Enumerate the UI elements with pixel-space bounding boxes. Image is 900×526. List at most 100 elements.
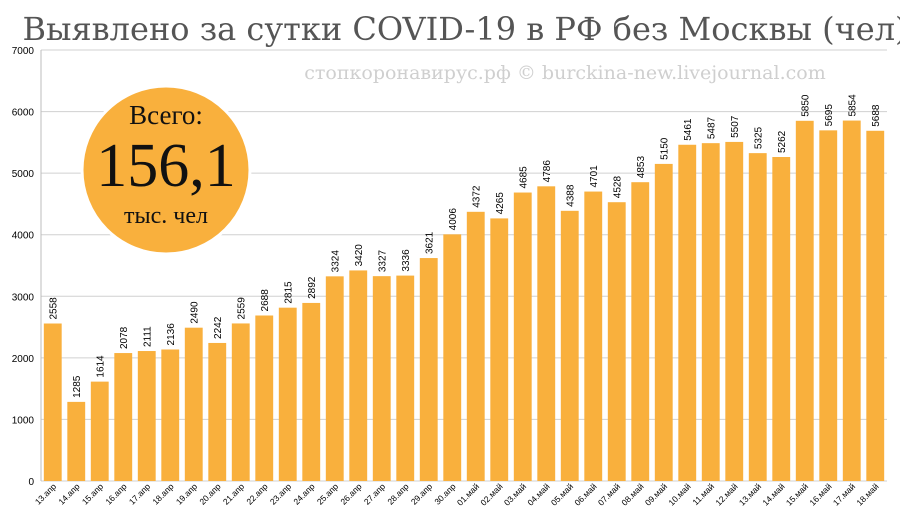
bar xyxy=(302,302,321,481)
y-tick-label: 6000 xyxy=(12,108,35,119)
data-label: 3324 xyxy=(331,250,342,273)
x-tick-label: 04.май xyxy=(525,481,551,507)
bar xyxy=(419,258,438,481)
y-tick-label: 1000 xyxy=(12,415,35,426)
y-tick-label: 4000 xyxy=(12,231,35,242)
bar xyxy=(161,349,180,481)
bar xyxy=(725,141,744,481)
data-label: 5850 xyxy=(801,94,812,117)
x-tick-label: 07.май xyxy=(596,481,622,507)
bar xyxy=(67,401,86,481)
y-tick-label: 5000 xyxy=(12,169,35,180)
data-label: 2111 xyxy=(143,326,154,347)
watermark-text: стопкоронавирус.рф © burckina-new.livejo… xyxy=(304,62,825,84)
bar xyxy=(866,130,885,481)
bar xyxy=(231,323,250,481)
total-badge-circle xyxy=(80,84,252,256)
x-tick-label: 13.май xyxy=(737,481,763,507)
bar xyxy=(654,163,673,481)
data-label: 5507 xyxy=(730,115,741,138)
bar xyxy=(537,186,556,481)
data-label: 2815 xyxy=(284,281,295,304)
data-label: 2490 xyxy=(190,301,201,324)
y-tick-label: 3000 xyxy=(12,292,35,303)
x-tick-label: 20.апр xyxy=(197,481,223,507)
x-tick-label: 21.апр xyxy=(221,481,247,507)
x-tick-label: 14.апр xyxy=(56,481,82,507)
data-label: 5262 xyxy=(777,130,788,153)
data-label: 3420 xyxy=(354,244,365,267)
bar xyxy=(748,153,767,481)
x-tick-label: 08.май xyxy=(619,481,645,507)
x-tick-label: 14.май xyxy=(760,481,786,507)
bar xyxy=(325,276,344,481)
x-tick-label: 12.май xyxy=(713,481,739,507)
x-tick-label: 18.май xyxy=(854,481,880,507)
x-tick-label: 01.май xyxy=(455,481,481,507)
data-label: 3336 xyxy=(401,249,412,272)
x-tick-label: 05.май xyxy=(549,481,575,507)
x-tick-label: 17.апр xyxy=(127,481,153,507)
data-label: 5325 xyxy=(754,126,765,149)
data-label: 2558 xyxy=(49,297,60,320)
x-tick-label: 23.апр xyxy=(268,481,294,507)
x-tick-label: 16.апр xyxy=(103,481,129,507)
x-tick-label: 15.апр xyxy=(80,481,106,507)
bar xyxy=(513,192,532,482)
bar xyxy=(396,275,415,481)
x-tick-label: 15.май xyxy=(784,481,810,507)
data-label: 4372 xyxy=(472,185,483,208)
bar xyxy=(278,307,297,481)
data-label: 4528 xyxy=(613,176,624,199)
bar xyxy=(184,327,203,481)
bar xyxy=(701,143,720,481)
bar xyxy=(466,211,485,482)
bar xyxy=(584,191,603,481)
bar xyxy=(208,342,227,481)
data-label: 5487 xyxy=(707,116,718,139)
total-badge: Всего: 156,1 тыс. чел xyxy=(80,84,252,256)
data-label: 5688 xyxy=(871,104,882,127)
y-tick-label: 7000 xyxy=(12,46,35,57)
data-label: 4853 xyxy=(636,156,647,179)
x-tick-label: 16.май xyxy=(807,481,833,507)
x-axis: 13.апр14.апр15.апр16.апр17.апр18.апр19.а… xyxy=(33,481,881,507)
data-label: 4685 xyxy=(519,166,530,189)
bar xyxy=(772,157,791,481)
total-badge-unit: тыс. чел xyxy=(124,203,208,229)
bar xyxy=(795,120,814,482)
bar xyxy=(372,276,391,481)
x-tick-label: 28.апр xyxy=(385,481,411,507)
data-label: 4006 xyxy=(448,208,459,231)
data-label: 2078 xyxy=(119,326,130,349)
y-axis: 0 1000 2000 3000 4000 5000 6000 7000 xyxy=(12,46,42,488)
data-label: 2892 xyxy=(307,276,318,299)
data-labels: 2558 1285 1614 2078 2111 2136 2490 2242 2559 2688… xyxy=(49,94,883,398)
data-label: 5150 xyxy=(660,137,671,160)
data-label: 2688 xyxy=(260,289,271,312)
data-label: 1285 xyxy=(72,375,83,398)
x-tick-label: 13.апр xyxy=(33,481,59,507)
x-tick-label: 27.апр xyxy=(362,481,388,507)
x-tick-label: 18.апр xyxy=(150,481,176,507)
data-label: 2242 xyxy=(213,316,224,339)
x-tick-label: 25.апр xyxy=(315,481,341,507)
x-tick-label: 03.май xyxy=(502,481,528,507)
bar xyxy=(490,218,509,481)
chart-title: Выявлено за сутки COVID-19 в РФ без Моск… xyxy=(22,10,900,48)
data-label: 4701 xyxy=(589,165,600,188)
data-label: 2559 xyxy=(237,297,248,320)
data-label: 5461 xyxy=(683,118,694,141)
x-tick-label: 30.апр xyxy=(432,481,458,507)
total-badge-label: Всего: xyxy=(129,100,203,130)
data-label: 5695 xyxy=(824,104,835,127)
bar xyxy=(114,353,133,481)
data-label: 2136 xyxy=(166,323,177,346)
data-label: 4265 xyxy=(495,192,506,215)
y-tick-label: 0 xyxy=(28,477,34,488)
x-tick-label: 22.апр xyxy=(244,481,270,507)
bar xyxy=(842,120,861,482)
x-tick-label: 10.май xyxy=(666,481,692,507)
data-label: 3621 xyxy=(425,231,436,254)
